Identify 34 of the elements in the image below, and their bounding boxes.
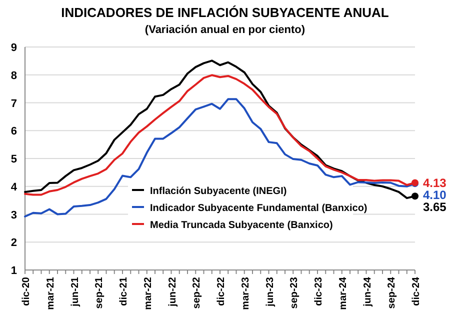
- x-tick-label: mar-24: [338, 276, 349, 310]
- legend-label: Inflación Subyacente (INEGI): [150, 186, 287, 197]
- data-label: 4.10: [423, 188, 447, 202]
- data-label: 3.65: [423, 200, 447, 214]
- x-tick-label: dic-20: [21, 276, 32, 306]
- x-tick-label: dic-22: [216, 276, 227, 306]
- x-tick-label: sep-21: [94, 276, 106, 309]
- x-tick-label: jun-23: [264, 276, 276, 308]
- x-tick-label: sep-24: [386, 276, 398, 309]
- y-tick-label: 1: [10, 265, 17, 277]
- y-tick-label: 7: [10, 98, 17, 110]
- x-tick-label: mar-22: [142, 276, 154, 310]
- y-tick-label: 4: [10, 181, 18, 194]
- x-tick-label: jun-22: [167, 276, 178, 308]
- y-tick-label: 3: [10, 209, 17, 222]
- x-tick-label: dic-24: [411, 276, 422, 306]
- legend-label: Media Truncada Subyacente (Banxico): [150, 220, 333, 231]
- x-tick-label: dic-21: [118, 276, 130, 306]
- chart-subtitle: (Variación anual en por ciento): [144, 24, 306, 36]
- y-tick-label: 6: [10, 126, 17, 138]
- x-tick-label: jun-24: [362, 276, 374, 308]
- data-label: 4.13: [423, 176, 447, 190]
- x-tick-label: mar-23: [240, 276, 252, 310]
- y-tick-label: 9: [10, 42, 17, 54]
- x-tick-label: sep-23: [289, 276, 300, 309]
- x-tick-label: dic-23: [314, 276, 324, 306]
- y-tick-label: 2: [10, 237, 17, 250]
- y-tick-label: 8: [10, 70, 17, 82]
- y-tick-label: 5: [10, 154, 17, 166]
- legend-label: Indicador Subyacente Fundamental (Banxico): [150, 203, 368, 214]
- x-tick-label: mar-21: [45, 276, 56, 310]
- x-tick-label: jun-21: [70, 276, 81, 308]
- chart-title: INDICADORES DE INFLACIÓN SUBYACENTE ANUAL: [61, 5, 389, 20]
- x-tick-label: sep-22: [192, 276, 203, 309]
